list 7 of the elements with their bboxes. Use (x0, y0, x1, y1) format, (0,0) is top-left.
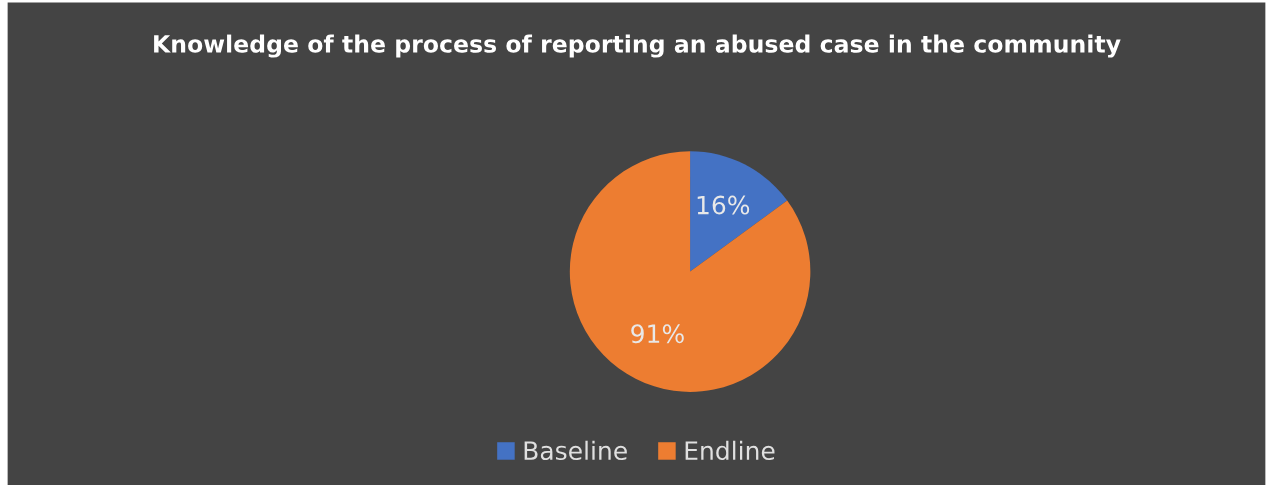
pie-slice (690, 151, 788, 272)
chart-title: Knowledge of the process of reporting an abused case in the community (154, 34, 1121, 58)
pie-slice (569, 151, 811, 392)
data-label: 16% (697, 195, 750, 215)
data-label: 91% (631, 324, 684, 344)
legend-label: Endline (685, 440, 775, 461)
legend-label: Baseline (524, 440, 627, 461)
